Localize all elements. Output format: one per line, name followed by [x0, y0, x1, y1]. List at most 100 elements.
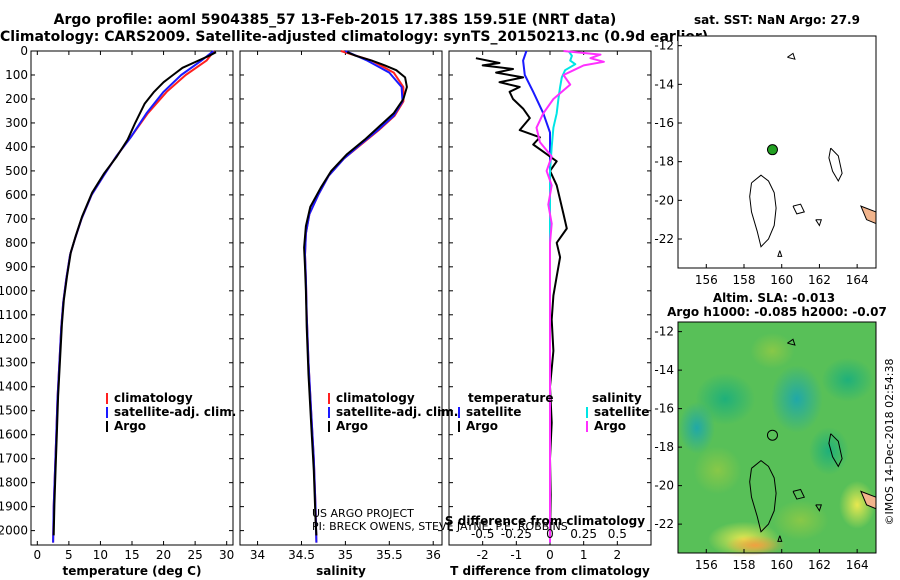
x-tick-label: 20 — [156, 548, 171, 562]
x-tick-label: 35.5 — [376, 548, 403, 562]
map-x-tick-label: 156 — [695, 558, 718, 572]
x-tick-label: 34 — [250, 548, 265, 562]
salinity-legend-swatch — [328, 407, 330, 418]
series-line — [475, 57, 568, 536]
y-tick-label: 300 — [5, 116, 28, 130]
y-tick-label: 1900 — [0, 500, 28, 514]
map-y-tick-label: -14 — [654, 363, 674, 377]
salinity-legend-swatch — [328, 393, 330, 404]
map-x-tick-label: 158 — [733, 558, 756, 572]
map-y-tick-label: -22 — [654, 232, 674, 246]
map-x-tick-label: 164 — [846, 273, 869, 287]
map_sla-panel: 156 158 160 162 164 -12 -14 -16 -18 -20 -22 — [654, 321, 877, 572]
x-tick-label: 35 — [338, 548, 353, 562]
temperature-legend-label: Argo — [114, 419, 146, 433]
y-tick-label: 1400 — [0, 380, 28, 394]
map_sst-panel: 156 158 160 162 164 -12 -14 -16 -18 -20 -22 — [654, 35, 877, 287]
x-tick-label: 5 — [65, 548, 73, 562]
x-tick-label: 1 — [580, 548, 588, 562]
map_sst-frame — [677, 35, 877, 269]
series-line — [522, 50, 551, 543]
y-tick-label: 1200 — [0, 332, 28, 346]
x-axis-label: salinity — [316, 564, 366, 578]
x-tick-label: 30 — [219, 548, 234, 562]
coastline — [777, 250, 783, 257]
y-tick-label: 100 — [5, 68, 28, 82]
salinity-panel: 34 34.5 35 35.5 36 salinity — [239, 50, 443, 578]
x-tick-label: 10 — [93, 548, 108, 562]
difference-panel: -2 -1 0 1 2 T difference from climatology — [448, 50, 652, 578]
map-x-tick-label: 158 — [733, 273, 756, 287]
x-tick-label: 34.5 — [288, 548, 315, 562]
map-y-tick-label: -18 — [654, 155, 674, 169]
x-tick-label: 2 — [614, 548, 622, 562]
salinity-legend-label: satellite-adj. clim. — [336, 405, 458, 419]
series-line — [303, 51, 408, 536]
x-tick-label: 0 — [33, 548, 41, 562]
diff-legend-temp-swatch — [458, 421, 460, 432]
map-x-tick-label: 160 — [770, 558, 793, 572]
y-tick-label: 600 — [5, 188, 28, 202]
diff-legend-temp-swatch — [458, 407, 460, 418]
diff-top-tick-label: -0.5 — [471, 527, 494, 541]
temperature-axes-frame — [30, 50, 234, 546]
diff-top-tick-label: 0 — [546, 527, 554, 541]
sla-anomaly-patch — [750, 332, 795, 369]
coastline — [828, 147, 843, 183]
y-tick-label: 1100 — [0, 308, 28, 322]
x-tick-label: 36 — [426, 548, 441, 562]
temperature-legend-label: climatology — [114, 391, 193, 405]
y-tick-label: 0 — [20, 44, 28, 58]
sla-anomaly-patch — [725, 535, 786, 556]
coastline — [815, 219, 822, 227]
sst-map-title: sat. SST: NaN Argo: 27.9 — [694, 13, 860, 27]
x-tick-label: 15 — [124, 548, 139, 562]
map-x-tick-label: 162 — [808, 273, 831, 287]
sla-map-title-2: Argo h1000: -0.085 h2000: -0.07 — [667, 305, 887, 319]
y-tick-label: 1500 — [0, 404, 28, 418]
map-y-tick-label: -18 — [654, 440, 674, 454]
x-axis-label: T difference from climatology — [450, 564, 650, 578]
x-tick-label: -1 — [510, 548, 522, 562]
diff-top-axis-label: S difference from climatology — [445, 514, 645, 528]
title-line-2: Climatology: CARS2009. Satellite-adjuste… — [0, 29, 709, 45]
coastline — [815, 504, 822, 512]
map-y-tick-label: -12 — [654, 325, 674, 339]
x-tick-label: 25 — [187, 548, 202, 562]
map-y-tick-label: -16 — [654, 402, 674, 416]
credit-project: US ARGO PROJECT — [312, 507, 414, 520]
coastline — [792, 488, 806, 500]
argo-position-marker — [766, 429, 778, 441]
x-axis-label: temperature (deg C) — [63, 564, 202, 578]
temperature-legend-swatch — [106, 393, 108, 404]
salinity-legend-label: Argo — [336, 419, 368, 433]
map-y-tick-label: -20 — [654, 479, 674, 493]
coastline — [792, 203, 806, 215]
y-tick-label: 800 — [5, 236, 28, 250]
coastline — [787, 338, 796, 346]
y-tick-label: 2000 — [0, 524, 28, 538]
map-y-tick-label: -14 — [654, 77, 674, 91]
diff-legend-sal-swatch — [586, 421, 588, 432]
salinity-legend-swatch — [328, 421, 330, 432]
map-y-tick-label: -16 — [654, 116, 674, 130]
map-x-tick-label: 164 — [846, 558, 869, 572]
y-tick-label: 1000 — [0, 284, 28, 298]
salinity-axes-frame — [239, 50, 443, 546]
coastline — [787, 52, 796, 60]
sla-map-title-1: Altim. SLA: -0.013 — [713, 291, 835, 305]
temperature-legend-label: satellite-adj. clim. — [114, 405, 236, 419]
y-tick-label: 500 — [5, 164, 28, 178]
sla-anomaly-patch — [693, 446, 742, 495]
y-tick-label: 200 — [5, 92, 28, 106]
coastline — [828, 433, 843, 468]
sla-anomaly-patch — [808, 426, 849, 475]
coastline — [749, 459, 777, 533]
imos-credit: ©IMOS 14-Dec-2018 02:54:38 — [883, 359, 896, 526]
temperature-panel: 0100200300400500600700800900100011001200… — [0, 44, 234, 578]
diff-legend-temp-label: Argo — [466, 419, 498, 433]
temperature-legend-swatch — [106, 421, 108, 432]
salinity-legend-label: climatology — [336, 391, 415, 405]
map-x-tick-label: 156 — [695, 273, 718, 287]
series-line — [535, 50, 605, 543]
